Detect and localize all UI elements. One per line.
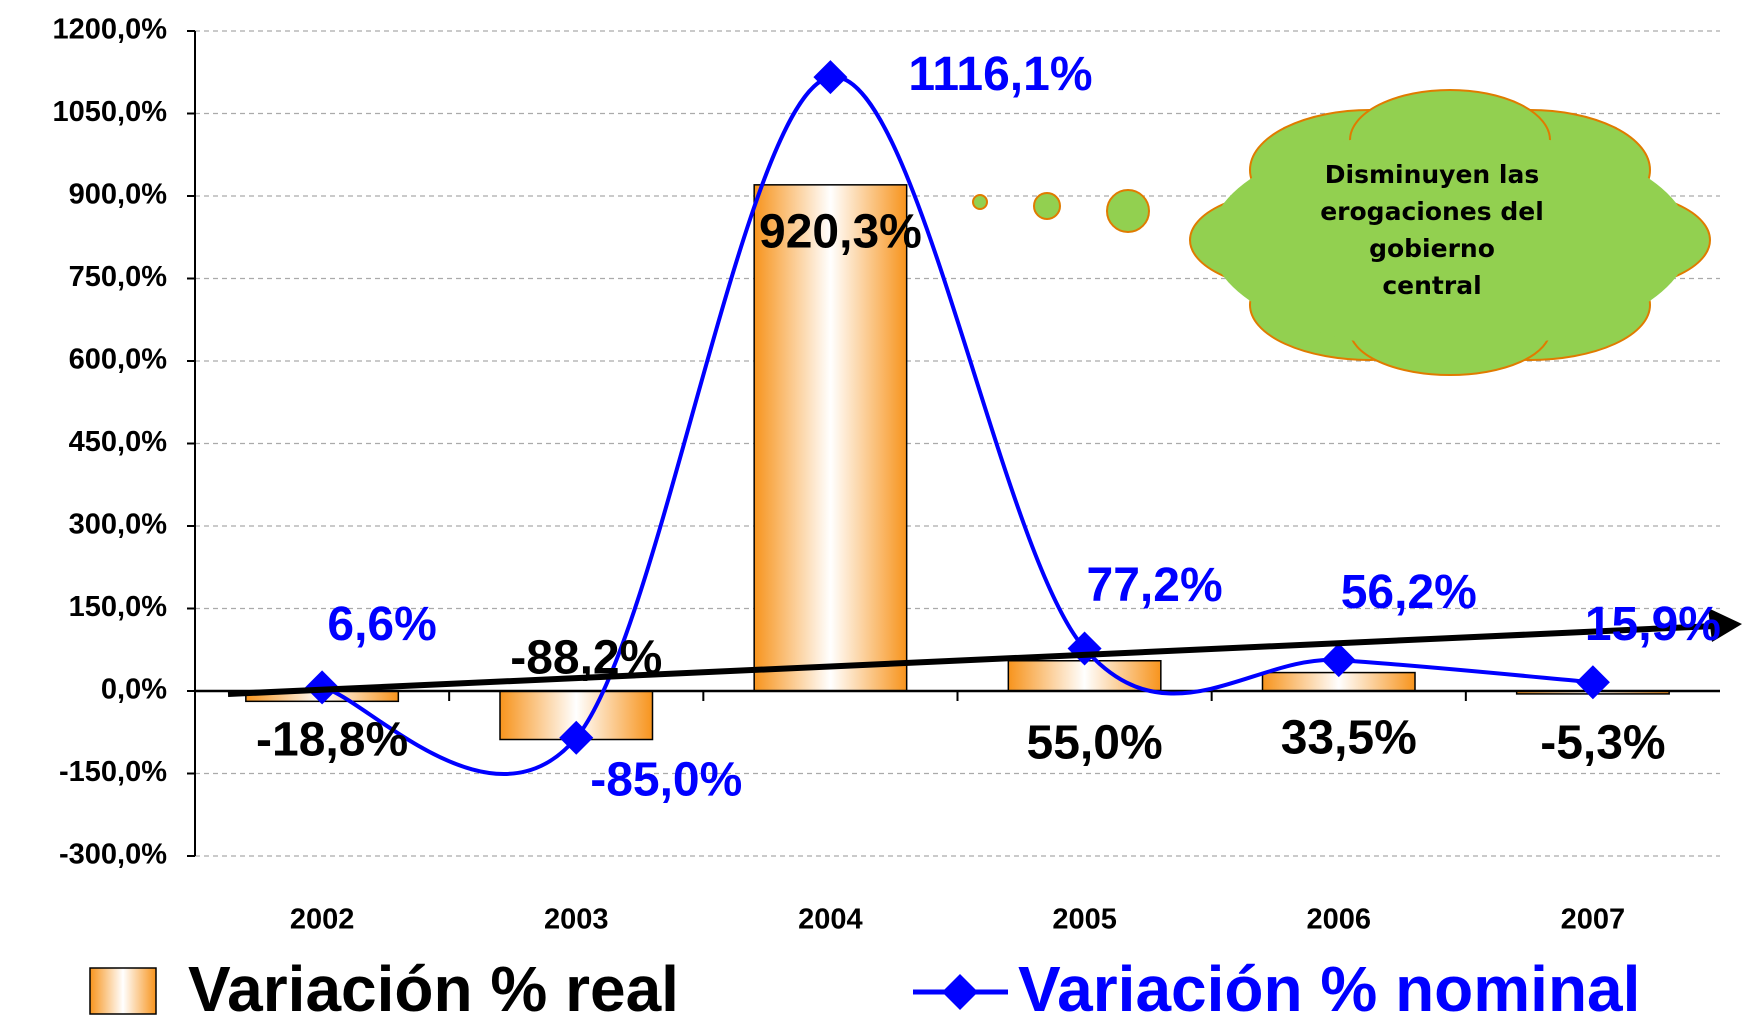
bar <box>754 185 907 691</box>
x-tick-label: 2004 <box>798 904 863 936</box>
line-marker <box>813 60 847 94</box>
chart: -300,0% -150,0% 0,0% 150,0% 300,0% 450,0% 600,… <box>0 0 1746 1032</box>
y-tick-label: 600,0% <box>69 344 168 376</box>
bar-value-label: 920,3% <box>759 206 922 259</box>
y-tick-label: 450,0% <box>69 426 168 458</box>
legend-label: Variación % nominal <box>1018 953 1640 1025</box>
line-value-label: 1116,1% <box>908 48 1092 101</box>
y-tick-label: -150,0% <box>59 756 167 788</box>
bar-value-label: -88,2% <box>510 632 662 685</box>
x-tick-label: 2006 <box>1306 904 1371 936</box>
x-tick-label: 2007 <box>1561 904 1626 936</box>
line-value-label: 77,2% <box>1087 559 1223 612</box>
annotation-line: central <box>1382 271 1481 300</box>
legend: Variación % real Variación % nominal <box>90 953 1640 1025</box>
y-tick-label: 0,0% <box>101 674 167 706</box>
cloud-bubble <box>1034 193 1060 219</box>
line-value-label: 6,6% <box>327 598 436 651</box>
line-value-label: 15,9% <box>1585 598 1721 651</box>
bar-value-label: -18,8% <box>256 714 408 767</box>
line-value-label: 56,2% <box>1341 566 1477 619</box>
trend-line <box>228 626 1715 694</box>
annotation-line: Disminuyen las <box>1325 160 1540 189</box>
annotation-line: gobierno <box>1369 234 1495 263</box>
y-tick-label: 300,0% <box>69 509 168 541</box>
y-tick-label: -300,0% <box>59 839 167 871</box>
legend-swatch <box>90 968 156 1014</box>
cloud-bubble <box>973 195 987 209</box>
y-tick-label: 1050,0% <box>53 96 168 128</box>
line-value-label: -85,0% <box>590 753 742 806</box>
bar-value-label: -5,3% <box>1540 717 1665 770</box>
y-tick-label: 750,0% <box>69 261 168 293</box>
x-tick-label: 2002 <box>290 904 355 936</box>
y-tick-label: 150,0% <box>69 591 168 623</box>
bar-value-label: 33,5% <box>1281 712 1417 765</box>
x-tick-label: 2003 <box>544 904 609 936</box>
y-tick-label: 1200,0% <box>53 14 168 46</box>
annotation-line: erogaciones del <box>1320 197 1544 226</box>
y-tick-label: 900,0% <box>69 179 168 211</box>
trend-arrow <box>228 608 1742 694</box>
legend-label: Variación % real <box>188 953 679 1025</box>
bar-value-label: 55,0% <box>1027 717 1163 770</box>
cloud-bubble <box>1107 190 1149 232</box>
cloud <box>973 90 1710 375</box>
legend-marker <box>942 974 978 1010</box>
x-tick-label: 2005 <box>1052 904 1117 936</box>
